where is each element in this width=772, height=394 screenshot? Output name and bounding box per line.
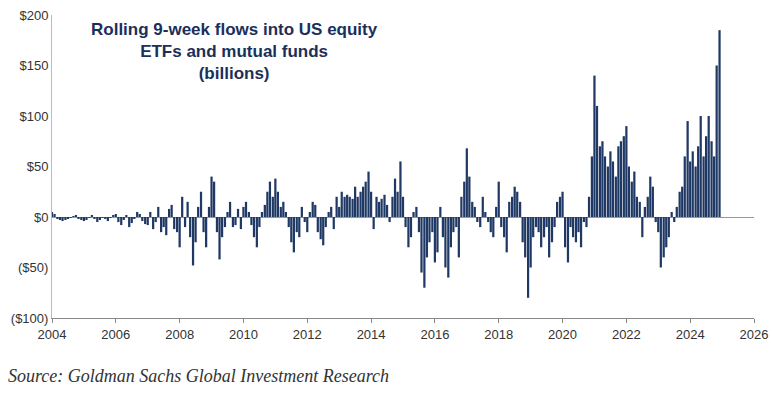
svg-text:2026: 2026: [740, 327, 769, 342]
svg-text:2018: 2018: [484, 327, 513, 342]
svg-text:2014: 2014: [357, 327, 386, 342]
svg-text:2022: 2022: [612, 327, 641, 342]
svg-text:2016: 2016: [420, 327, 449, 342]
svg-text:2004: 2004: [38, 327, 67, 342]
svg-text:Source: Goldman Sachs Global I: Source: Goldman Sachs Global Investment …: [8, 366, 389, 386]
svg-text:2020: 2020: [548, 327, 577, 342]
svg-text:2024: 2024: [676, 327, 705, 342]
svg-text:($100): ($100): [11, 311, 49, 326]
svg-text:$0: $0: [34, 210, 48, 225]
svg-text:($50): ($50): [18, 260, 48, 275]
svg-text:2008: 2008: [165, 327, 194, 342]
svg-text:Rolling 9-week flows into US e: Rolling 9-week flows into US equityETFs …: [91, 20, 378, 83]
svg-text:2012: 2012: [293, 327, 322, 342]
svg-text:2010: 2010: [229, 327, 258, 342]
svg-text:$100: $100: [19, 109, 48, 124]
svg-text:$150: $150: [19, 58, 48, 73]
svg-text:$50: $50: [27, 159, 49, 174]
svg-text:$200: $200: [19, 8, 48, 23]
svg-text:2006: 2006: [101, 327, 130, 342]
